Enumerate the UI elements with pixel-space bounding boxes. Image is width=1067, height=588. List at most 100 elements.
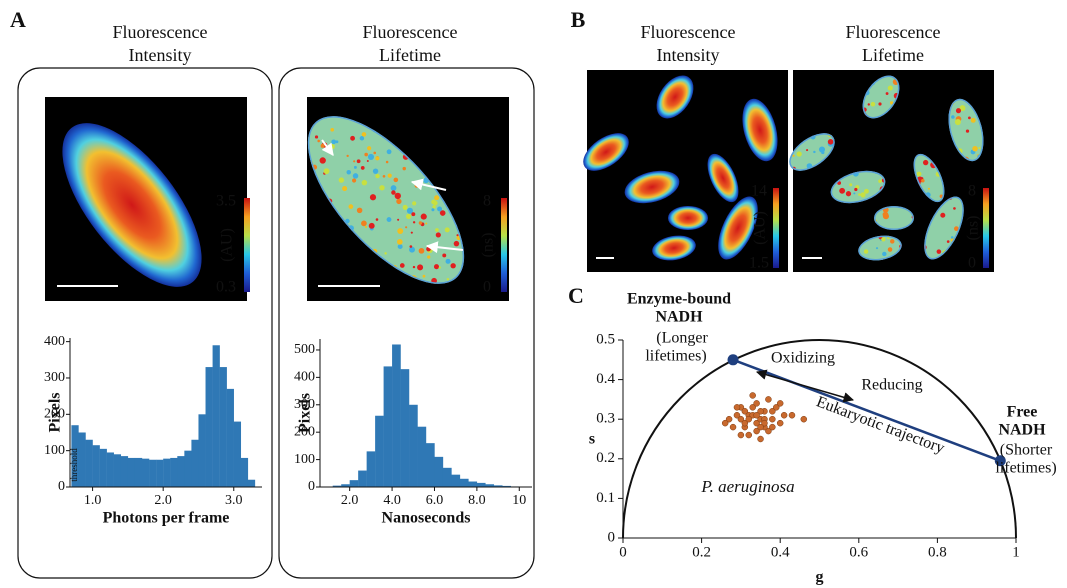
annotation: Reducing bbox=[861, 377, 922, 394]
speckle bbox=[870, 101, 876, 107]
speckle bbox=[296, 113, 301, 118]
speckle bbox=[425, 222, 428, 225]
speckle bbox=[295, 179, 299, 182]
histogram-bar bbox=[476, 482, 486, 487]
x-tick-label: 6.0 bbox=[426, 493, 444, 508]
x-tick-label: 8.0 bbox=[468, 493, 486, 508]
speckle bbox=[387, 173, 392, 178]
population-label: P. aeruginosa bbox=[700, 477, 794, 496]
speckle bbox=[366, 160, 369, 163]
speckle bbox=[951, 115, 955, 119]
speckle bbox=[281, 139, 284, 142]
speckle bbox=[405, 226, 408, 229]
speckle bbox=[882, 251, 887, 257]
scatter-point bbox=[725, 415, 733, 423]
scatter-point bbox=[769, 408, 776, 415]
speckle bbox=[294, 92, 300, 98]
speckle bbox=[356, 159, 361, 164]
speckle bbox=[995, 118, 998, 121]
histogram-bar bbox=[451, 474, 461, 487]
speckle bbox=[297, 114, 300, 118]
histogram-bar bbox=[341, 484, 350, 487]
speckle bbox=[399, 263, 405, 268]
speckle bbox=[323, 168, 330, 175]
speckle bbox=[372, 168, 379, 174]
colorbar-max: 14 bbox=[751, 183, 767, 200]
speckle bbox=[887, 247, 893, 252]
speckle bbox=[382, 174, 386, 178]
scatter-point bbox=[780, 411, 788, 419]
x-tick-label: 3.0 bbox=[225, 493, 243, 508]
speckle bbox=[867, 103, 871, 106]
y-tick-label: 0 bbox=[58, 479, 65, 494]
speckle bbox=[350, 135, 355, 141]
histogram-bar bbox=[205, 367, 213, 487]
speckle bbox=[936, 249, 942, 254]
speckle bbox=[878, 102, 882, 106]
annotation: lifetimes) bbox=[645, 348, 706, 365]
panel-title: Lifetime bbox=[379, 45, 441, 65]
panel-title: Intensity bbox=[129, 45, 192, 65]
scatter-point bbox=[776, 400, 784, 407]
speckle bbox=[950, 236, 954, 239]
cell-edge bbox=[912, 152, 946, 204]
speckle bbox=[994, 116, 999, 121]
speckle bbox=[972, 145, 978, 152]
annotation: (Shorter bbox=[1000, 442, 1053, 459]
speckle bbox=[409, 245, 413, 248]
histogram-bar bbox=[127, 457, 136, 487]
speckle bbox=[361, 220, 367, 227]
speckle bbox=[882, 213, 889, 220]
scatter-point bbox=[753, 411, 760, 419]
histogram-bar bbox=[156, 459, 164, 487]
speckle bbox=[353, 160, 356, 163]
speckle bbox=[837, 181, 842, 185]
speckle bbox=[346, 154, 349, 158]
speckle bbox=[283, 211, 286, 214]
speckle bbox=[954, 119, 961, 126]
panel-title: Fluorescence bbox=[113, 22, 208, 42]
speckle bbox=[348, 204, 354, 209]
speckle bbox=[863, 249, 869, 254]
cell-edge bbox=[306, 114, 466, 286]
speckle bbox=[796, 151, 802, 157]
histogram-bar bbox=[375, 415, 384, 487]
scatter-point bbox=[749, 404, 756, 411]
panel-title: Fluorescence bbox=[846, 22, 941, 42]
histogram-bar bbox=[332, 485, 342, 487]
speckle bbox=[946, 240, 950, 243]
colorbar bbox=[773, 188, 779, 268]
histogram-bar bbox=[71, 425, 79, 487]
speckle bbox=[361, 179, 368, 186]
speckle bbox=[393, 177, 399, 183]
colorbar-unit: (ns) bbox=[480, 233, 497, 258]
speckle bbox=[927, 187, 930, 190]
speckle bbox=[922, 159, 929, 166]
x-axis-label: g bbox=[816, 569, 824, 586]
speckle bbox=[954, 226, 959, 232]
colorbar bbox=[983, 188, 989, 268]
speckle bbox=[368, 222, 375, 229]
cell-body bbox=[913, 153, 945, 203]
scatter-point bbox=[749, 392, 756, 399]
speckle bbox=[397, 244, 403, 250]
histogram-bar bbox=[434, 456, 444, 487]
scatter-point bbox=[765, 396, 772, 403]
histogram-bar bbox=[106, 452, 114, 487]
speckle bbox=[285, 270, 289, 273]
annotation: NADH bbox=[998, 422, 1046, 439]
histogram-bar bbox=[442, 467, 452, 487]
speckle bbox=[283, 140, 288, 145]
speckle bbox=[427, 255, 431, 259]
speckle bbox=[456, 234, 459, 237]
cell bbox=[829, 166, 887, 209]
cell bbox=[668, 206, 708, 230]
y-tick-label: 200 bbox=[44, 407, 65, 422]
speckle bbox=[968, 116, 971, 120]
annotation: Eukaryotic trajectory bbox=[814, 393, 947, 457]
speckle bbox=[845, 191, 852, 197]
speckle bbox=[418, 221, 423, 225]
panel-label: B bbox=[571, 7, 586, 32]
speckle bbox=[965, 129, 970, 133]
speckle bbox=[292, 220, 299, 227]
